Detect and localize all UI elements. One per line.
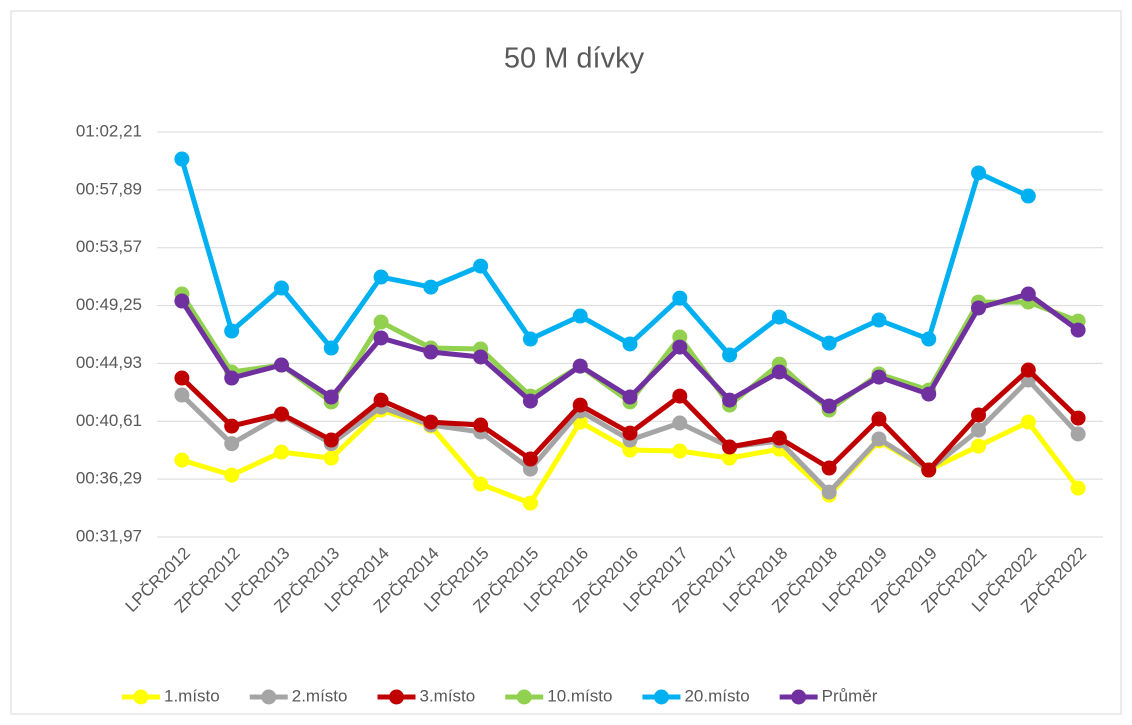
chart-border — [10, 10, 1122, 715]
data-point — [174, 151, 190, 167]
data-point — [572, 397, 588, 413]
data-point — [1070, 480, 1086, 496]
legend-label: 20.místo — [684, 686, 749, 705]
data-point — [224, 418, 240, 434]
data-point — [672, 388, 688, 404]
data-point — [224, 370, 240, 386]
data-point — [522, 331, 538, 347]
data-point — [423, 279, 439, 295]
series-line — [179, 158, 1030, 358]
data-point — [821, 460, 837, 476]
data-point — [1070, 322, 1086, 338]
data-point — [473, 258, 489, 274]
data-point — [722, 347, 738, 363]
y-tick-label: 00:44,93 — [76, 353, 142, 372]
data-point — [871, 411, 887, 427]
data-point — [174, 370, 190, 386]
legend-marker — [389, 689, 404, 705]
data-point — [522, 451, 538, 467]
y-tick-label: 01:02,21 — [76, 121, 142, 140]
data-point — [224, 323, 240, 339]
y-tick-label: 00:49,25 — [76, 295, 142, 314]
legend-marker — [653, 689, 669, 705]
data-point — [1020, 362, 1036, 378]
data-point — [971, 165, 987, 181]
y-tick-label: 00:53,57 — [76, 237, 142, 256]
legend-label: 1.místo — [164, 686, 220, 705]
legend-label: 3.místo — [420, 686, 476, 705]
data-point — [323, 432, 339, 448]
data-point — [373, 392, 389, 408]
data-point — [373, 314, 389, 330]
data-point — [1020, 414, 1036, 430]
data-point — [622, 336, 638, 352]
legend-marker — [791, 689, 807, 705]
data-point — [273, 357, 289, 373]
y-tick-label: 00:40,61 — [76, 411, 142, 430]
data-point — [473, 417, 489, 433]
data-point — [821, 484, 837, 500]
data-point — [323, 450, 339, 466]
data-point — [273, 406, 289, 422]
data-point — [174, 293, 190, 309]
data-point — [522, 495, 538, 511]
data-point — [323, 340, 339, 356]
chart-title: 50 M dívky — [504, 43, 645, 75]
data-point — [821, 398, 837, 414]
data-point — [1070, 426, 1086, 442]
data-point — [224, 436, 240, 452]
data-point — [971, 438, 987, 454]
data-point — [423, 344, 439, 360]
data-point — [373, 269, 389, 285]
data-point — [921, 331, 937, 347]
data-point — [672, 443, 688, 459]
legend-marker — [261, 689, 277, 705]
legend-label: 2.místo — [292, 686, 348, 705]
data-point — [921, 462, 937, 478]
data-point — [921, 386, 937, 402]
y-tick-label: 00:57,89 — [76, 179, 142, 198]
data-point — [672, 415, 688, 431]
data-point — [224, 467, 240, 483]
data-point — [722, 450, 738, 466]
data-point — [423, 414, 439, 430]
data-point — [971, 422, 987, 438]
data-point — [373, 330, 389, 346]
data-point — [771, 364, 787, 380]
data-point — [622, 389, 638, 405]
y-tick-label: 00:31,97 — [76, 526, 142, 545]
data-point — [871, 369, 887, 385]
y-tick-label: 00:36,29 — [76, 469, 142, 488]
data-point — [672, 290, 688, 306]
legend-label: Průměr — [822, 686, 878, 705]
data-point — [572, 358, 588, 374]
data-point — [771, 309, 787, 325]
data-point — [473, 349, 489, 365]
data-point — [1020, 188, 1036, 204]
data-point — [722, 392, 738, 408]
data-point — [522, 393, 538, 409]
data-point — [473, 476, 489, 492]
data-point — [323, 389, 339, 405]
data-point — [622, 425, 638, 441]
data-point — [273, 280, 289, 296]
data-point — [971, 407, 987, 423]
data-point — [722, 439, 738, 455]
data-point — [771, 430, 787, 446]
data-point — [821, 335, 837, 351]
data-point — [174, 387, 190, 403]
legend-label: 10.místo — [547, 686, 612, 705]
data-point — [971, 300, 987, 316]
legend-marker — [516, 689, 532, 705]
data-point — [1020, 286, 1036, 302]
data-point — [273, 444, 289, 460]
data-point — [572, 308, 588, 324]
data-point — [1070, 410, 1086, 426]
legend-marker — [133, 689, 149, 705]
data-point — [871, 312, 887, 328]
data-point — [174, 452, 190, 468]
data-point — [871, 431, 887, 447]
data-point — [672, 339, 688, 355]
